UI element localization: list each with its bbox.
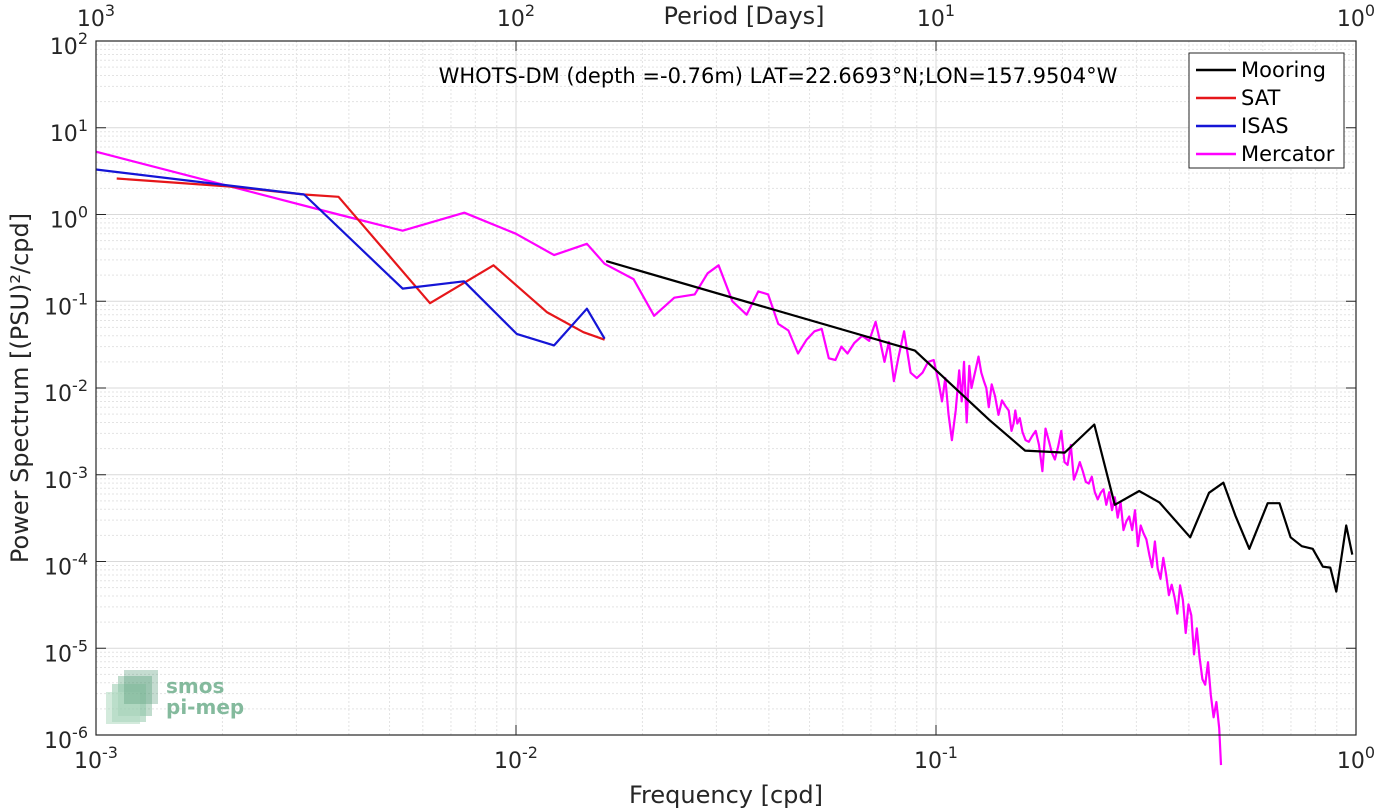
y-tick-label: 10-5: [44, 636, 88, 667]
y-tick-labels: 102 101 100 10-1 10-2 10-3 10-4 10-5 10-6: [44, 29, 88, 754]
minor-grid: [96, 41, 1356, 735]
top-x-axis-title: Period [Days]: [663, 2, 824, 30]
top-x-tick-labels: 103 102 101 100: [77, 1, 1375, 32]
logo-line-2: pi-mep: [166, 695, 244, 719]
y-tick-label: 100: [50, 203, 88, 234]
logo-line-1: smos: [166, 674, 224, 698]
legend: Mooring SAT ISAS Mercator: [1188, 52, 1345, 169]
legend-label-mooring: Mooring: [1241, 58, 1326, 82]
y-tick-label: 10-6: [44, 723, 88, 754]
x-tick-label: 100: [1337, 743, 1375, 774]
chart-title: WHOTS-DM (depth =-0.76m) LAT=22.6693°N;L…: [439, 64, 1118, 88]
series-line-mercator: [95, 150, 1223, 766]
y-tick-label: 102: [50, 29, 88, 60]
legend-label-sat: SAT: [1241, 86, 1280, 110]
legend-box: [1188, 52, 1345, 169]
y-tick-label: 10-4: [44, 550, 88, 581]
logo-mark: [106, 670, 158, 724]
legend-label-isas: ISAS: [1241, 114, 1289, 138]
x-tick-label: 10-1: [914, 743, 958, 774]
top-x-tick-label: 100: [1337, 1, 1375, 32]
series-lines: [95, 150, 1354, 766]
y-tick-label: 10-3: [44, 463, 88, 494]
x-tick-label: 10-3: [74, 743, 118, 774]
top-x-tick-label: 102: [497, 1, 535, 32]
smos-pi-mep-logo: smos pi-mep: [106, 670, 244, 724]
series-line-isas: [95, 168, 606, 347]
series-line-mooring: [605, 260, 1354, 593]
axis-tick-marks: [95, 40, 1357, 736]
x-tick-labels: 10-3 10-2 10-1 100: [74, 743, 1375, 774]
top-x-tick-label: 103: [77, 1, 115, 32]
y-tick-label: 101: [50, 116, 88, 147]
x-axis-title: Frequency [cpd]: [629, 781, 823, 809]
legend-label-mercator: Mercator: [1241, 142, 1335, 166]
y-tick-label: 10-2: [44, 376, 88, 407]
y-axis-title: Power Spectrum [(PSU)²/cpd]: [6, 213, 34, 563]
legend-items: Mooring SAT ISAS Mercator: [1196, 58, 1335, 166]
x-tick-label: 10-2: [494, 743, 538, 774]
top-x-tick-label: 101: [917, 1, 955, 32]
y-tick-label: 10-1: [44, 289, 88, 320]
